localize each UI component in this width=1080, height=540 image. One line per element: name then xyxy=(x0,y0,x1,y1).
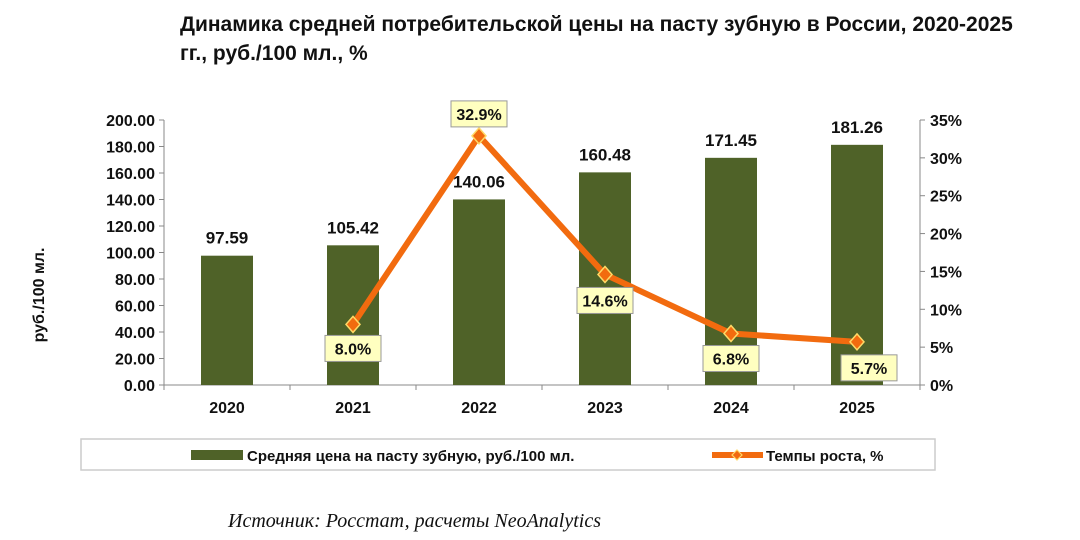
line-label-box xyxy=(840,354,898,382)
left-tick-label: 120.00 xyxy=(106,219,155,236)
line-marker xyxy=(471,126,487,146)
line-marker xyxy=(345,315,361,334)
bar-data-label: 160.48 xyxy=(579,145,631,164)
x-tick-label: 2022 xyxy=(461,400,497,417)
bar-data-label: 171.45 xyxy=(705,131,757,150)
chart-title: Динамика средней потребительской цены на… xyxy=(180,13,1013,65)
left-tick-label: 160.00 xyxy=(106,166,155,183)
right-tick-label: 25% xyxy=(930,189,962,206)
right-tick-label: 30% xyxy=(930,151,962,168)
bar xyxy=(453,199,505,385)
left-tick-label: 60.00 xyxy=(115,299,155,316)
line-data-label: 8.0% xyxy=(335,341,371,358)
bar xyxy=(201,255,253,385)
source-note: Источник: Росстат, расчеты NeoAnalytics xyxy=(228,510,601,532)
right-tick-label: 10% xyxy=(930,302,962,319)
line-label-box xyxy=(324,334,382,362)
line-marker xyxy=(597,265,613,284)
bar-data-label: 181.26 xyxy=(831,118,883,137)
line-data-label: 6.8% xyxy=(713,352,749,369)
bar xyxy=(327,245,379,385)
left-tick-label: 140.00 xyxy=(106,193,155,210)
x-tick-label: 2021 xyxy=(335,400,371,417)
x-tick-label: 2023 xyxy=(587,400,623,417)
left-tick-label: 40.00 xyxy=(115,325,155,342)
line-data-label: 14.6% xyxy=(582,293,627,310)
right-tick-label: 0% xyxy=(930,378,953,395)
legend-swatch-bar xyxy=(191,450,243,460)
line-data-label: 32.9% xyxy=(456,107,501,124)
line-label-box xyxy=(702,345,760,373)
bar-data-label: 140.06 xyxy=(453,172,505,191)
line-label-box xyxy=(450,100,508,128)
right-tick-label: 20% xyxy=(930,227,962,244)
x-tick-label: 2025 xyxy=(839,400,875,417)
x-tick-label: 2020 xyxy=(209,400,245,417)
left-tick-label: 80.00 xyxy=(115,272,155,289)
left-tick-label: 200.00 xyxy=(106,113,155,130)
y-axis-label: руб./100 мл. xyxy=(31,248,48,343)
left-tick-label: 20.00 xyxy=(115,352,155,369)
line-marker xyxy=(849,332,865,351)
line-data-label: 5.7% xyxy=(851,361,887,378)
legend-marker xyxy=(731,449,743,461)
legend-label-line: Темпы роста, % xyxy=(766,448,884,465)
x-tick-label: 2024 xyxy=(713,400,749,417)
right-tick-label: 15% xyxy=(930,264,962,281)
bar-data-label: 105.42 xyxy=(327,218,379,237)
legend-label-bar: Средняя цена на пасту зубную, руб./100 м… xyxy=(247,448,574,465)
right-tick-label: 5% xyxy=(930,340,953,357)
left-tick-label: 0.00 xyxy=(124,378,155,395)
left-tick-label: 100.00 xyxy=(106,246,155,263)
bar-data-label: 97.59 xyxy=(206,229,249,248)
line-label-box xyxy=(576,286,634,314)
line-marker xyxy=(723,324,739,343)
left-tick-label: 180.00 xyxy=(106,140,155,157)
right-tick-label: 35% xyxy=(930,113,962,130)
